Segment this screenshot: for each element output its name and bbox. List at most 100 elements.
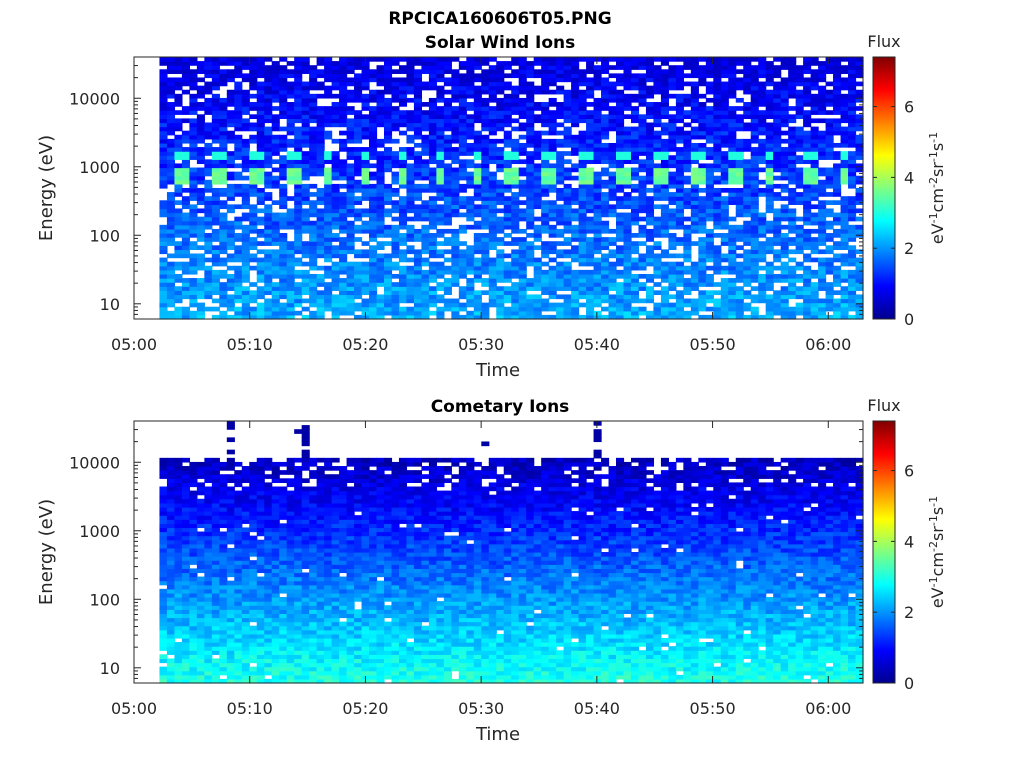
heatmap-cell — [413, 310, 423, 316]
heatmap-cell — [398, 278, 408, 283]
heatmap-cell — [436, 93, 445, 99]
heatmap-cell — [608, 81, 617, 87]
heatmap-cell — [518, 290, 527, 296]
heatmap-cell — [391, 97, 400, 103]
heatmap-cell — [668, 220, 677, 226]
heatmap-cell — [795, 233, 804, 238]
heatmap-cell — [556, 179, 565, 185]
heatmap-cell — [339, 171, 348, 177]
heatmap-cell — [481, 269, 490, 275]
heatmap-cell — [301, 163, 310, 169]
heatmap-cell — [249, 298, 258, 304]
heatmap-cell — [675, 216, 684, 222]
heatmap-cell — [788, 282, 797, 287]
heatmap-cell — [294, 175, 303, 181]
heatmap-cell — [548, 179, 557, 185]
heatmap-cell — [750, 278, 759, 283]
heatmap-cell — [503, 93, 512, 99]
heatmap-cell — [758, 167, 767, 173]
heatmap-cell — [533, 61, 542, 66]
heatmap-cell — [219, 81, 228, 87]
heatmap-cell — [249, 224, 258, 230]
heatmap-cell — [436, 73, 445, 79]
heatmap-cell — [780, 212, 789, 218]
heatmap-cell — [189, 192, 198, 197]
heatmap-cell — [234, 306, 243, 312]
heatmap-cell — [548, 282, 557, 287]
heatmap-cell — [720, 200, 729, 205]
heatmap-cell — [825, 269, 834, 275]
heatmap-cell — [256, 106, 265, 111]
heatmap-cell — [638, 167, 647, 173]
heatmap-cell — [750, 171, 759, 177]
heatmap-cell — [391, 85, 400, 91]
heatmap-cell — [196, 130, 205, 136]
heatmap-cell — [548, 147, 557, 152]
heatmap-cell — [511, 97, 520, 103]
heatmap-cell — [533, 196, 542, 201]
heatmap-cell — [271, 179, 280, 185]
heatmap-cell — [159, 241, 168, 246]
heatmap-cell — [601, 286, 610, 291]
heatmap-cell — [286, 245, 295, 250]
heatmap-cell — [533, 286, 542, 291]
heatmap-cell — [571, 65, 580, 70]
heatmap-cell — [601, 282, 610, 287]
heatmap-cell — [788, 265, 797, 271]
heatmap-cell — [728, 302, 737, 308]
heatmap-cell — [668, 294, 677, 300]
heatmap-cell — [488, 269, 497, 275]
heatmap-cell — [241, 245, 250, 250]
heatmap-cell — [586, 257, 595, 263]
heatmap-cell — [698, 204, 707, 210]
heatmap-cell — [608, 294, 617, 300]
heatmap-cell — [616, 147, 625, 152]
heatmap-cell — [803, 85, 812, 91]
heatmap-cell — [496, 147, 505, 152]
heatmap-cell — [413, 196, 423, 201]
heatmap-cell — [743, 122, 752, 128]
heatmap-cell — [795, 175, 804, 181]
heatmap-cell — [563, 106, 572, 111]
heatmap-cell — [848, 97, 857, 103]
heatmap-cell — [728, 257, 737, 263]
heatmap-cell — [586, 249, 595, 255]
heatmap-cell — [398, 265, 408, 271]
heatmap-cell — [728, 69, 737, 74]
heatmap-cell — [503, 224, 512, 230]
heatmap-cell — [436, 306, 445, 312]
heatmap-cell — [256, 93, 265, 99]
heatmap-cell — [204, 249, 213, 255]
heatmap-cell — [638, 200, 647, 205]
heatmap-cell — [346, 188, 355, 193]
heatmap-cell — [234, 188, 243, 193]
heatmap-cell — [496, 179, 505, 185]
heatmap-cell — [249, 204, 258, 210]
heatmap-cell — [705, 65, 714, 70]
heatmap-cell — [750, 138, 759, 144]
heatmap-cell — [571, 253, 580, 259]
heatmap-cell — [346, 233, 355, 238]
heatmap-cell — [496, 118, 505, 124]
heatmap-cell — [286, 151, 295, 156]
heatmap-cell — [556, 61, 565, 66]
heatmap-cell — [473, 130, 482, 136]
heatmap-cell — [301, 93, 310, 99]
heatmap-cell — [795, 179, 804, 185]
heatmap-cell — [466, 118, 475, 124]
heatmap-cell — [541, 249, 550, 255]
heatmap-cell — [316, 155, 325, 160]
heatmap-cell — [458, 261, 467, 267]
heatmap-cell — [496, 192, 505, 197]
heatmap-cell — [354, 290, 363, 296]
heatmap-cell — [848, 183, 857, 189]
heatmap-cell — [466, 81, 475, 87]
heatmap-cell — [488, 192, 497, 197]
heatmap-cell — [196, 220, 205, 226]
heatmap-cell — [159, 249, 168, 255]
heatmap-cell — [256, 122, 265, 128]
heatmap-cell — [556, 253, 565, 259]
heatmap-cell — [713, 122, 722, 128]
heatmap-cell — [481, 61, 490, 66]
heatmap-cell — [810, 97, 819, 103]
